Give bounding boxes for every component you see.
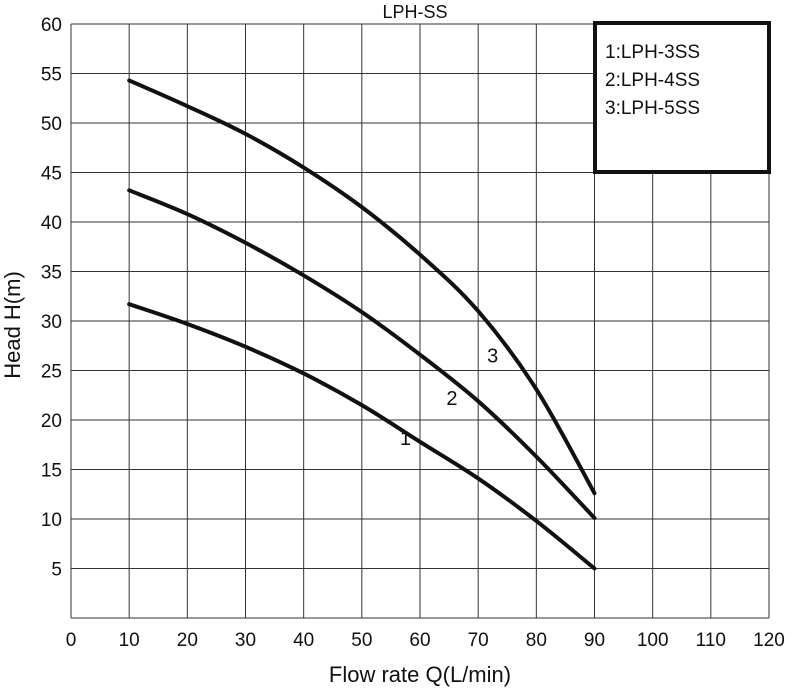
legend-entry-2: 2:LPH-4SS [605, 70, 700, 91]
x-tick-label: 110 [696, 630, 726, 651]
x-tick-label: 0 [66, 630, 77, 651]
x-tick-label: 60 [409, 630, 430, 651]
y-tick-label: 15 [41, 461, 62, 482]
x-tick-label: 30 [235, 630, 256, 651]
legend-entry-3: 3:LPH-5SS [605, 98, 700, 119]
y-tick-label: 5 [51, 560, 62, 581]
y-tick-label: 30 [41, 312, 62, 333]
y-tick-label: 20 [41, 411, 62, 432]
y-tick-label: 60 [41, 15, 62, 36]
y-axis-title: Head H(m) [0, 271, 25, 379]
series-line-2 [127, 188, 597, 521]
x-tick-label: 70 [468, 630, 489, 651]
y-tick-labels: 5 10 15 20 25 30 35 40 45 50 55 60 [41, 15, 62, 581]
series-line-3 [127, 78, 597, 496]
y-tick-label: 40 [41, 213, 62, 234]
y-tick-label: 50 [41, 114, 62, 135]
x-tick-label: 10 [119, 630, 140, 651]
x-tick-label: 50 [351, 630, 372, 651]
series-lines [127, 78, 597, 571]
y-tick-label: 45 [41, 164, 62, 185]
legend: 1:LPH-3SS 2:LPH-4SS 3:LPH-5SS [593, 21, 771, 174]
x-tick-labels: 0 10 20 30 40 50 60 70 80 90 100 110 120 [66, 630, 785, 651]
legend-box [593, 21, 771, 174]
x-tick-label: 120 [753, 630, 785, 651]
x-tick-label: 20 [177, 630, 198, 651]
series-line-1 [127, 302, 597, 571]
x-tick-label: 80 [526, 630, 547, 651]
x-tick-label: 40 [293, 630, 314, 651]
x-tick-label: 90 [584, 630, 605, 651]
curve-label-2: 2 [446, 388, 457, 410]
y-tick-label: 10 [41, 510, 62, 531]
x-tick-label: 100 [637, 630, 669, 651]
y-tick-label: 35 [41, 263, 62, 284]
legend-entry-1: 1:LPH-3SS [605, 42, 700, 63]
y-tick-label: 25 [41, 362, 62, 383]
curve-label-3: 3 [487, 346, 498, 368]
y-tick-label: 55 [41, 65, 62, 86]
curve-labels: 1 2 3 [400, 346, 498, 450]
chart-title: LPH-SS [382, 2, 447, 22]
x-axis-title: Flow rate Q(L/min) [329, 662, 511, 687]
curve-label-1: 1 [400, 428, 411, 450]
